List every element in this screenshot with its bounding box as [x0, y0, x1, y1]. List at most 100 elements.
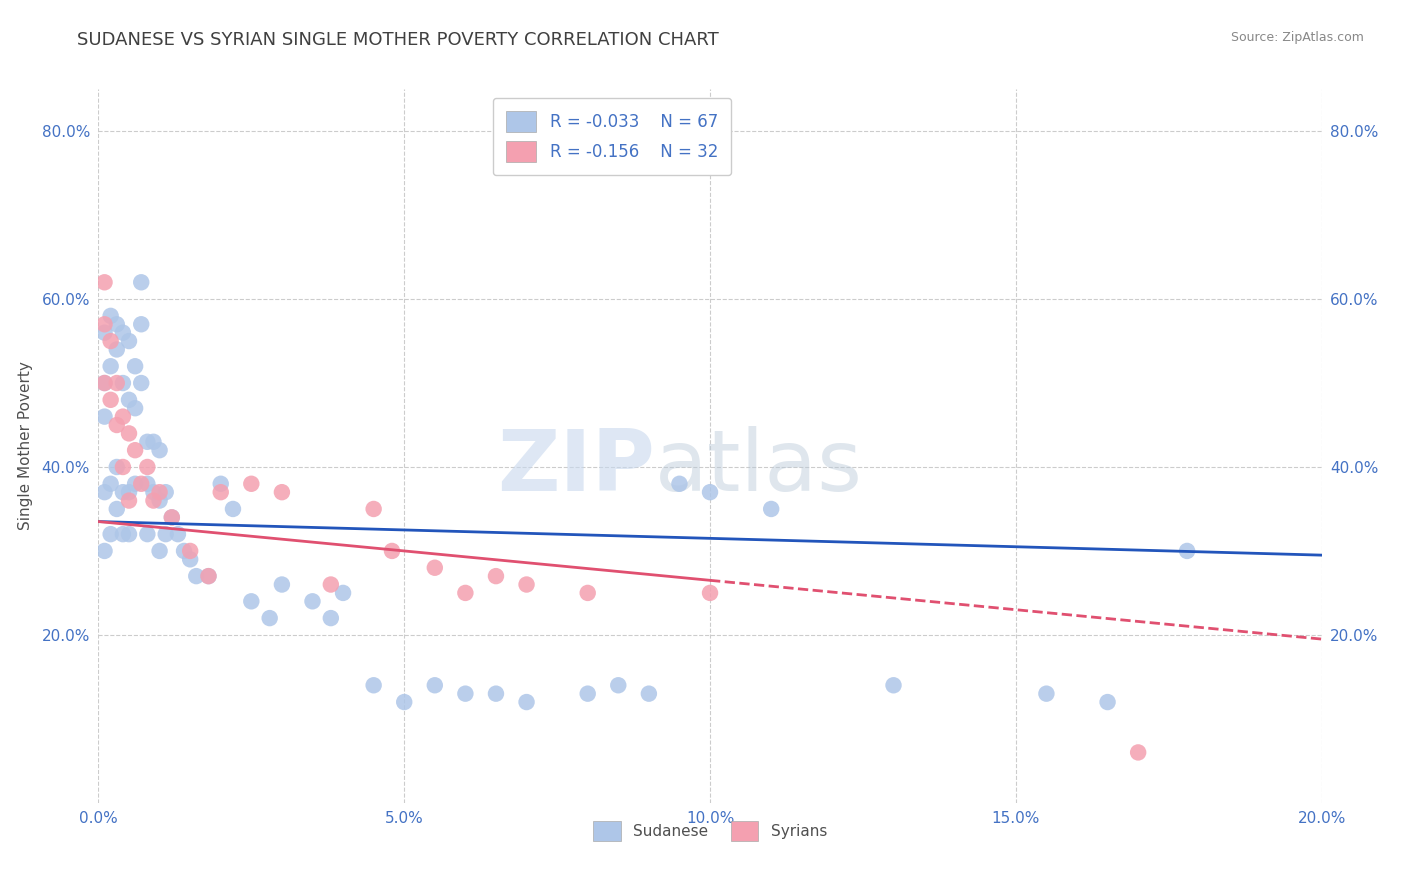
- Point: [93, 376, 115, 390]
- Point: [111, 527, 134, 541]
- Point: [136, 434, 159, 449]
- Point: [129, 275, 152, 289]
- Point: [136, 527, 159, 541]
- Point: [93, 376, 115, 390]
- Point: [93, 318, 115, 332]
- Point: [186, 569, 208, 583]
- Point: [485, 687, 508, 701]
- Point: [111, 326, 134, 340]
- Point: [259, 611, 281, 625]
- Point: [637, 687, 661, 701]
- Point: [209, 485, 232, 500]
- Point: [160, 510, 183, 524]
- Point: [155, 527, 177, 541]
- Point: [100, 359, 122, 374]
- Point: [118, 392, 141, 407]
- Point: [1035, 687, 1057, 701]
- Point: [118, 334, 141, 348]
- Legend: Sudanese, Syrians: Sudanese, Syrians: [585, 814, 835, 848]
- Point: [240, 476, 263, 491]
- Point: [197, 569, 219, 583]
- Point: [668, 476, 690, 491]
- Point: [516, 695, 538, 709]
- Point: [105, 343, 128, 357]
- Point: [93, 275, 115, 289]
- Point: [167, 527, 190, 541]
- Point: [100, 334, 122, 348]
- Point: [381, 544, 404, 558]
- Point: [124, 359, 146, 374]
- Point: [301, 594, 323, 608]
- Point: [129, 476, 152, 491]
- Point: [111, 376, 134, 390]
- Y-axis label: Single Mother Poverty: Single Mother Poverty: [18, 361, 34, 531]
- Point: [118, 485, 141, 500]
- Point: [105, 460, 128, 475]
- Point: [100, 309, 122, 323]
- Point: [363, 502, 385, 516]
- Point: [423, 560, 446, 574]
- Point: [105, 318, 128, 332]
- Point: [136, 476, 159, 491]
- Point: [118, 527, 141, 541]
- Point: [332, 586, 354, 600]
- Point: [124, 476, 146, 491]
- Point: [270, 485, 292, 500]
- Point: [155, 485, 177, 500]
- Point: [100, 392, 122, 407]
- Point: [607, 678, 630, 692]
- Point: [699, 586, 721, 600]
- Point: [93, 544, 115, 558]
- Point: [485, 569, 508, 583]
- Point: [454, 687, 477, 701]
- Point: [118, 426, 141, 441]
- Point: [100, 476, 122, 491]
- Point: [699, 485, 721, 500]
- Point: [240, 594, 263, 608]
- Point: [111, 485, 134, 500]
- Point: [197, 569, 219, 583]
- Point: [1175, 544, 1198, 558]
- Point: [576, 586, 599, 600]
- Text: Source: ZipAtlas.com: Source: ZipAtlas.com: [1230, 31, 1364, 45]
- Point: [222, 502, 245, 516]
- Point: [363, 678, 385, 692]
- Point: [142, 493, 165, 508]
- Point: [124, 443, 146, 458]
- Text: ZIP: ZIP: [498, 425, 655, 509]
- Point: [576, 687, 599, 701]
- Point: [142, 434, 165, 449]
- Point: [124, 401, 146, 416]
- Point: [142, 485, 165, 500]
- Point: [105, 376, 128, 390]
- Point: [759, 502, 782, 516]
- Point: [423, 678, 446, 692]
- Point: [129, 376, 152, 390]
- Text: SUDANESE VS SYRIAN SINGLE MOTHER POVERTY CORRELATION CHART: SUDANESE VS SYRIAN SINGLE MOTHER POVERTY…: [77, 31, 718, 49]
- Point: [392, 695, 416, 709]
- Point: [129, 318, 152, 332]
- Point: [105, 417, 128, 432]
- Point: [93, 409, 115, 424]
- Point: [173, 544, 195, 558]
- Point: [111, 409, 134, 424]
- Point: [160, 510, 183, 524]
- Point: [179, 544, 201, 558]
- Point: [1128, 746, 1150, 760]
- Point: [209, 476, 232, 491]
- Point: [454, 586, 477, 600]
- Point: [111, 460, 134, 475]
- Point: [100, 527, 122, 541]
- Point: [1097, 695, 1119, 709]
- Point: [149, 443, 172, 458]
- Point: [149, 485, 172, 500]
- Point: [149, 493, 172, 508]
- Point: [93, 326, 115, 340]
- Point: [179, 552, 201, 566]
- Point: [105, 502, 128, 516]
- Point: [319, 611, 342, 625]
- Text: atlas: atlas: [655, 425, 863, 509]
- Point: [149, 544, 172, 558]
- Point: [270, 577, 292, 591]
- Point: [516, 577, 538, 591]
